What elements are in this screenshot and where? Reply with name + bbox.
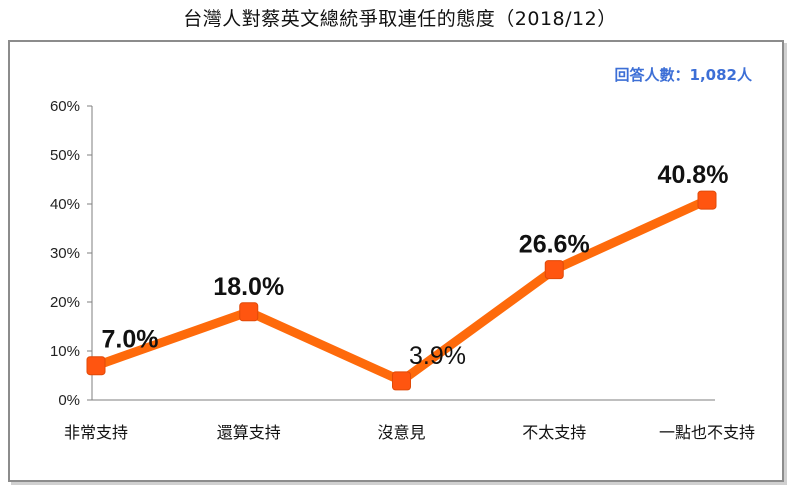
y-tick-label: 30% [50, 245, 80, 262]
data-label: 3.9% [409, 342, 466, 370]
y-tick-label: 40% [50, 196, 80, 213]
y-tick-label: 0% [58, 392, 80, 409]
data-marker [544, 260, 564, 280]
data-label: 7.0% [102, 326, 159, 354]
y-tick-labels: 0% 10% 20% 30% 40% 50% 60% [50, 98, 92, 409]
x-category-label: 非常支持 [64, 423, 128, 442]
x-category-label: 還算支持 [217, 423, 281, 442]
y-tick-label: 20% [50, 294, 80, 311]
x-category-label: 不太支持 [522, 423, 586, 442]
y-tick-label: 10% [50, 343, 80, 360]
data-label: 26.6% [519, 231, 590, 259]
series-line-path [91, 195, 712, 386]
series-line [91, 195, 712, 386]
chart-frame [8, 40, 784, 482]
chart-title: 台灣人對蔡英文總統爭取連任的態度（2018/12） [183, 8, 617, 30]
respondent-count: 回答人數：1,082人 [614, 66, 752, 84]
data-marker [697, 190, 717, 210]
data-labels: 7.0% 18.0% 3.9% 26.6% 40.8% [102, 161, 729, 370]
data-label: 40.8% [658, 161, 729, 189]
data-marker [86, 356, 106, 376]
data-marker [239, 302, 259, 322]
chart-axes [91, 106, 715, 401]
x-category-label: 一點也不支持 [659, 423, 755, 442]
data-marker [392, 371, 411, 391]
y-tick-label: 60% [50, 98, 80, 115]
data-markers [86, 190, 717, 391]
x-category-labels: 非常支持 還算支持 沒意見 不太支持 一點也不支持 [64, 423, 755, 442]
y-tick-label: 50% [50, 147, 80, 164]
data-label: 18.0% [213, 273, 284, 301]
x-category-label: 沒意見 [377, 423, 425, 442]
